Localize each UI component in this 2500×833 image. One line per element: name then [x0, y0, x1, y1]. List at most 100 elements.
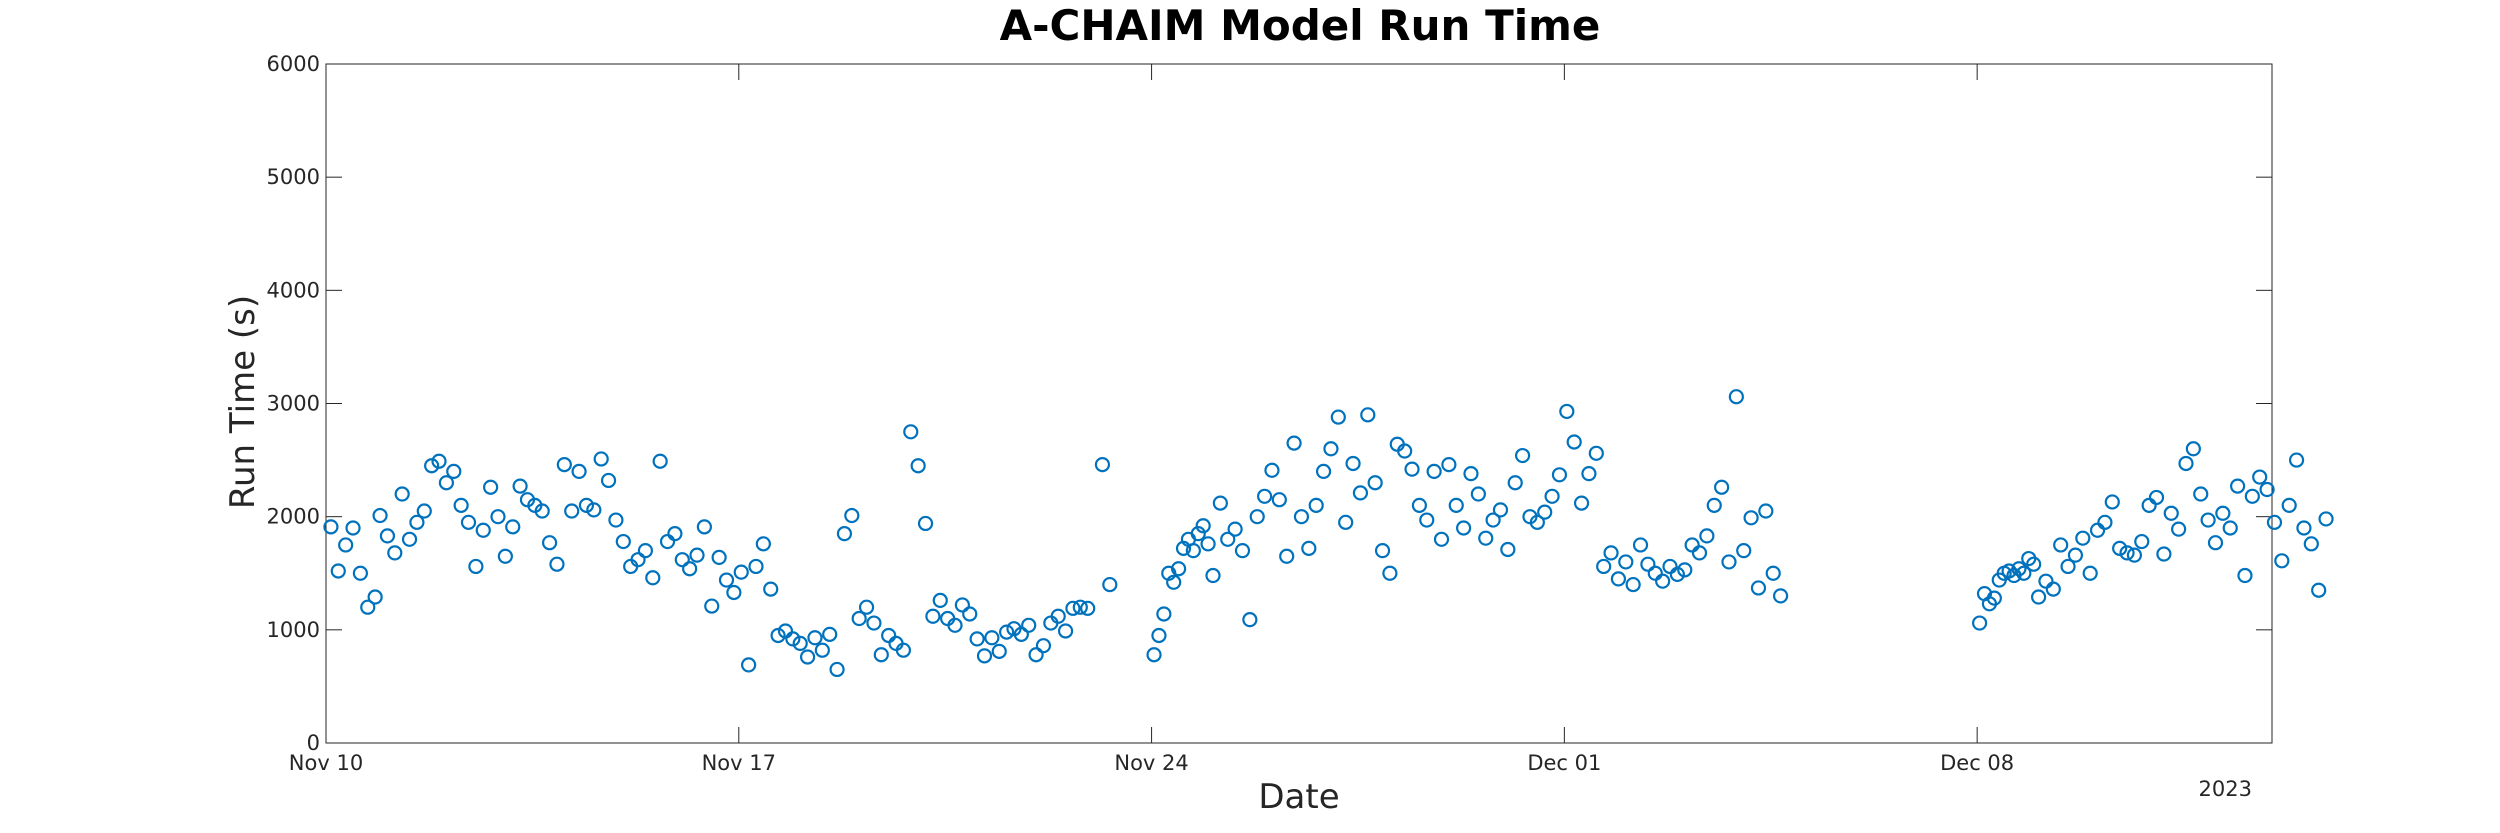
data-point — [1750, 580, 1767, 596]
data-point — [593, 451, 609, 467]
data-point — [2311, 582, 2327, 598]
data-point — [895, 642, 912, 658]
data-point — [586, 502, 602, 518]
data-point — [1166, 574, 1182, 590]
x-tick-label: Nov 24 — [1114, 751, 1188, 775]
data-point — [1551, 467, 1568, 483]
data-point — [637, 543, 654, 559]
data-point — [1714, 479, 1730, 495]
data-point — [571, 463, 587, 479]
data-point — [799, 649, 816, 665]
data-point — [1972, 615, 1988, 631]
data-point — [785, 631, 801, 647]
data-point — [1367, 475, 1383, 491]
data-point — [976, 648, 993, 664]
data-point — [917, 515, 934, 532]
data-point — [1374, 543, 1391, 559]
y-tick-label: 0 — [307, 731, 320, 755]
data-point — [822, 626, 838, 642]
data-point — [2185, 441, 2201, 457]
data-point — [741, 657, 757, 673]
data-point — [2259, 481, 2275, 498]
x-tick-label: Dec 08 — [1940, 751, 2014, 775]
y-tick-label: 4000 — [267, 278, 320, 302]
data-point — [1448, 497, 1464, 513]
data-point — [1736, 543, 1752, 559]
data-point — [1301, 540, 1317, 556]
data-point — [323, 519, 339, 535]
data-point — [1677, 562, 1693, 578]
data-point — [1655, 573, 1671, 589]
data-point — [387, 545, 403, 561]
data-point — [1256, 488, 1273, 504]
data-point — [1728, 389, 1744, 405]
data-point — [1094, 457, 1111, 473]
data-point — [1065, 600, 1081, 616]
data-point — [468, 558, 484, 575]
data-point — [630, 552, 646, 568]
x-tick-label: Nov 10 — [289, 751, 363, 775]
data-point — [2053, 537, 2069, 553]
data-point — [1640, 556, 1656, 572]
data-point — [1765, 565, 1781, 581]
data-point — [1500, 541, 1516, 558]
data-point — [984, 630, 1000, 646]
data-point — [534, 503, 550, 519]
data-point — [1588, 445, 1604, 461]
data-point — [1603, 545, 1619, 561]
data-point — [1419, 512, 1435, 528]
data-point — [2288, 452, 2305, 468]
data-point — [600, 472, 617, 489]
data-point — [1021, 617, 1037, 633]
data-point — [2207, 535, 2224, 551]
data-point — [711, 549, 727, 566]
data-point — [1492, 502, 1509, 518]
data-point — [379, 528, 396, 544]
y-tick-label: 6000 — [267, 52, 320, 76]
data-point — [2274, 553, 2290, 569]
data-point — [1345, 455, 1361, 472]
data-point — [460, 514, 477, 530]
data-point — [1156, 606, 1172, 622]
data-point — [1441, 457, 1457, 473]
data-point — [755, 536, 771, 552]
y-tick-label: 1000 — [267, 618, 320, 642]
data-point — [704, 598, 720, 614]
data-point — [608, 512, 624, 528]
data-point — [338, 537, 354, 553]
data-point — [770, 627, 786, 644]
data-point — [1706, 497, 1722, 513]
data-point — [1286, 435, 1302, 451]
data-point — [696, 519, 712, 535]
data-point — [1195, 518, 1211, 534]
data-point — [2156, 546, 2172, 562]
data-point — [2237, 567, 2253, 584]
data-point — [1632, 537, 1649, 553]
data-point — [345, 520, 361, 536]
data-point — [615, 533, 631, 550]
data-point — [1463, 466, 1479, 482]
data-point — [578, 497, 595, 513]
data-point — [689, 547, 705, 563]
data-point — [748, 558, 764, 575]
data-point — [505, 519, 521, 535]
y-tick-label: 2000 — [267, 505, 320, 529]
data-point — [2296, 520, 2312, 536]
data-point — [372, 507, 388, 524]
data-point — [475, 522, 491, 538]
data-point — [814, 642, 830, 658]
x-tick-label: Dec 01 — [1527, 751, 1601, 775]
data-point — [1544, 488, 1560, 504]
data-point — [682, 561, 698, 577]
data-point — [2281, 497, 2297, 513]
data-point — [497, 548, 513, 564]
data-point — [1514, 447, 1531, 464]
data-point — [1190, 526, 1206, 542]
data-point — [1323, 441, 1339, 457]
data-point — [2011, 561, 2027, 577]
data-point — [394, 486, 410, 502]
data-point — [2060, 558, 2076, 575]
data-point — [2303, 536, 2319, 552]
data-point — [2266, 514, 2283, 530]
